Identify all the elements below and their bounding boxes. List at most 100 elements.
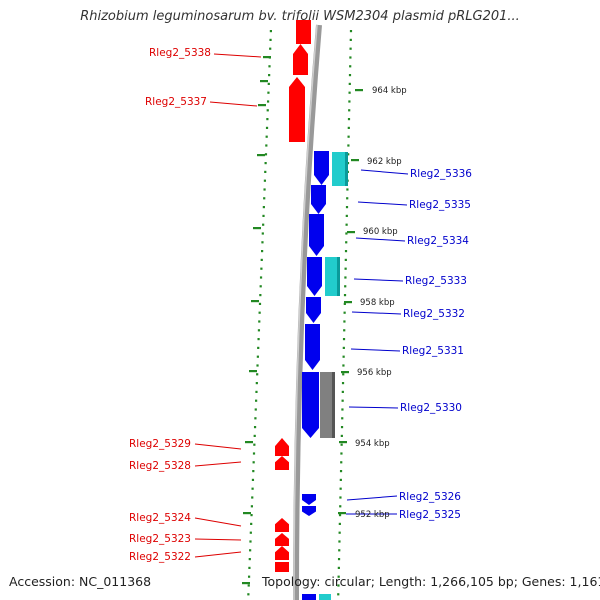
tick-mark bbox=[340, 426, 344, 429]
tick-mark bbox=[263, 179, 267, 182]
major-tick bbox=[355, 89, 363, 92]
tick-mark bbox=[269, 47, 272, 50]
tick-mark bbox=[266, 118, 269, 121]
tick-mark bbox=[264, 162, 267, 165]
tick-mark bbox=[337, 558, 341, 561]
tick-mark bbox=[260, 258, 263, 261]
gene-feature-rleg2-5326[interactable] bbox=[302, 494, 316, 505]
tick-mark bbox=[251, 478, 255, 481]
gene-feature-rleg2-5333[interactable] bbox=[307, 257, 322, 296]
tick-mark bbox=[265, 135, 268, 138]
tick-mark bbox=[341, 417, 344, 420]
tick-mark bbox=[247, 593, 250, 596]
major-tick bbox=[351, 159, 359, 162]
gene-label-rleg2-5326[interactable]: Rleg2_5326 bbox=[399, 491, 461, 503]
major-tick bbox=[243, 512, 251, 515]
tick-mark bbox=[258, 320, 261, 323]
tick-mark bbox=[348, 91, 351, 94]
gene-label-rleg2-5329[interactable]: Rleg2_5329 bbox=[129, 438, 191, 450]
gene-label-rleg2-5324[interactable]: Rleg2_5324 bbox=[129, 512, 191, 524]
tick-mark bbox=[263, 188, 266, 191]
dna-backbone bbox=[293, 24, 322, 600]
tick-mark bbox=[338, 549, 341, 552]
gene-feature-rleg2-5323[interactable] bbox=[275, 533, 289, 546]
gene-feature-rleg2-5337[interactable] bbox=[289, 77, 305, 142]
gene-feature-rleg2-5336[interactable] bbox=[314, 151, 329, 185]
gene-feature-rleg2-5331[interactable] bbox=[305, 324, 320, 370]
gene-feature-rleg2-5328[interactable] bbox=[275, 456, 289, 470]
gene-feature-cyan[interactable] bbox=[332, 152, 346, 186]
tick-mark bbox=[346, 197, 349, 200]
tick-mark bbox=[249, 540, 252, 543]
right-tick-track bbox=[337, 30, 363, 596]
tick-mark bbox=[339, 496, 342, 499]
gene-label-rleg2-5336[interactable]: Rleg2_5336 bbox=[410, 168, 472, 180]
gene-feature-rleg2-5338[interactable] bbox=[293, 44, 308, 75]
tick-mark bbox=[265, 126, 269, 129]
tick-mark bbox=[267, 91, 270, 94]
gene-feature-cyan-edge bbox=[345, 152, 348, 186]
tick-mark bbox=[347, 144, 350, 147]
tick-mark bbox=[262, 223, 265, 226]
tick-mark bbox=[346, 188, 349, 191]
tick-mark bbox=[339, 470, 343, 473]
gene-label-rleg2-5333[interactable]: Rleg2_5333 bbox=[405, 275, 467, 287]
gene-feature-rleg2-5329[interactable] bbox=[275, 438, 289, 456]
tick-mark bbox=[347, 118, 351, 121]
gene-feature-reverse[interactable] bbox=[296, 20, 311, 44]
gene-feature-reverse[interactable] bbox=[275, 562, 289, 572]
gene-feature-rleg2-5330[interactable] bbox=[302, 372, 319, 438]
gene-label-rleg2-5330[interactable]: Rleg2_5330 bbox=[400, 402, 462, 414]
gene-feature-rleg2-5332[interactable] bbox=[306, 297, 321, 323]
tick-mark bbox=[249, 549, 252, 552]
gene-feature-forward[interactable] bbox=[302, 594, 316, 600]
scale-label-962: 962 kbp bbox=[367, 157, 402, 167]
gene-label-rleg2-5322[interactable]: Rleg2_5322 bbox=[129, 551, 191, 563]
tick-mark bbox=[251, 496, 254, 499]
tick-mark bbox=[340, 452, 343, 455]
tick-mark bbox=[265, 144, 268, 147]
tick-mark bbox=[261, 250, 264, 253]
tick-mark bbox=[342, 346, 345, 349]
tick-mark bbox=[254, 417, 257, 420]
gene-label-rleg2-5323[interactable]: Rleg2_5323 bbox=[129, 533, 191, 545]
tick-mark bbox=[337, 575, 340, 578]
leader-line bbox=[194, 551, 242, 558]
gene-label-rleg2-5335[interactable]: Rleg2_5335 bbox=[409, 199, 471, 211]
gene-feature-rleg2-5324[interactable] bbox=[275, 518, 289, 532]
gene-feature-rleg2-5322[interactable] bbox=[275, 546, 289, 560]
gene-label-rleg2-5334[interactable]: Rleg2_5334 bbox=[407, 235, 469, 247]
major-tick bbox=[344, 301, 352, 304]
gene-label-rleg2-5328[interactable]: Rleg2_5328 bbox=[129, 460, 191, 472]
gene-feature-rleg2-5335[interactable] bbox=[311, 185, 326, 214]
tick-mark bbox=[252, 461, 255, 464]
tick-mark bbox=[347, 135, 350, 138]
gene-feature-rleg2-5325[interactable] bbox=[302, 506, 316, 516]
gene-feature-rleg2-5334[interactable] bbox=[309, 214, 324, 256]
gene-label-rleg2-5337[interactable]: Rleg2_5337 bbox=[145, 96, 207, 108]
tick-mark bbox=[338, 540, 341, 543]
gene-feature-cyan[interactable] bbox=[319, 594, 331, 600]
tick-mark bbox=[249, 531, 252, 534]
tick-mark bbox=[345, 241, 348, 244]
gene-feature-cyan[interactable] bbox=[325, 257, 338, 296]
gene-label-rleg2-5325[interactable]: Rleg2_5325 bbox=[399, 509, 461, 521]
tick-mark bbox=[344, 285, 347, 288]
tick-mark bbox=[261, 241, 264, 244]
gene-label-rleg2-5332[interactable]: Rleg2_5332 bbox=[403, 308, 465, 320]
leader-line bbox=[209, 101, 258, 107]
gene-label-rleg2-5331[interactable]: Rleg2_5331 bbox=[402, 345, 464, 357]
tick-mark bbox=[263, 197, 266, 200]
tick-mark bbox=[247, 575, 251, 578]
tick-mark bbox=[253, 426, 257, 429]
gene-label-rleg2-5338[interactable]: Rleg2_5338 bbox=[149, 47, 211, 59]
tick-mark bbox=[258, 302, 262, 305]
tick-mark bbox=[337, 593, 340, 596]
gene-feature-gray[interactable] bbox=[320, 372, 333, 438]
leader-line bbox=[213, 53, 262, 58]
leader-line bbox=[351, 311, 402, 315]
major-tick bbox=[263, 56, 271, 59]
tick-mark bbox=[337, 584, 340, 587]
leader-line bbox=[194, 517, 242, 527]
